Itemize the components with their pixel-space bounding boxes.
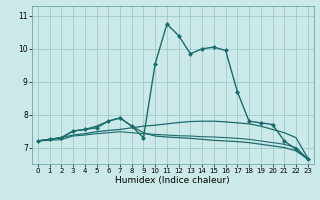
X-axis label: Humidex (Indice chaleur): Humidex (Indice chaleur) <box>116 176 230 185</box>
